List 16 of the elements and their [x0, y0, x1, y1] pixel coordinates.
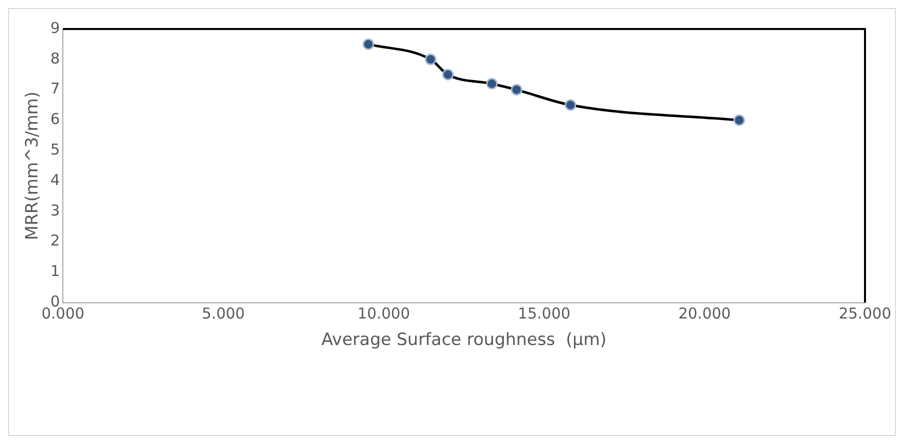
x-tick-label: 5.000 [202, 304, 245, 322]
x-tick-label: 20.000 [678, 304, 731, 322]
x-axis-title: Average Surface roughness (µm) [321, 330, 607, 350]
y-tick-label: 6 [50, 110, 60, 128]
y-tick-label: 5 [50, 140, 60, 158]
y-axis-title: MRR(mm^3/mm) [22, 92, 43, 240]
y-tick-label: 3 [50, 201, 60, 220]
x-tick-label: 15.000 [518, 304, 570, 322]
y-tick-label: 8 [50, 49, 60, 68]
y-tick-label: 2 [50, 232, 60, 250]
y-tick-label: 1 [50, 262, 60, 280]
x-tick-label: 25.000 [838, 304, 892, 322]
y-tick-label: 4 [50, 170, 60, 189]
x-tick-label: 10.000 [358, 304, 410, 322]
y-tick-label: 7 [50, 80, 60, 98]
y-tick-label: 9 [50, 18, 60, 37]
